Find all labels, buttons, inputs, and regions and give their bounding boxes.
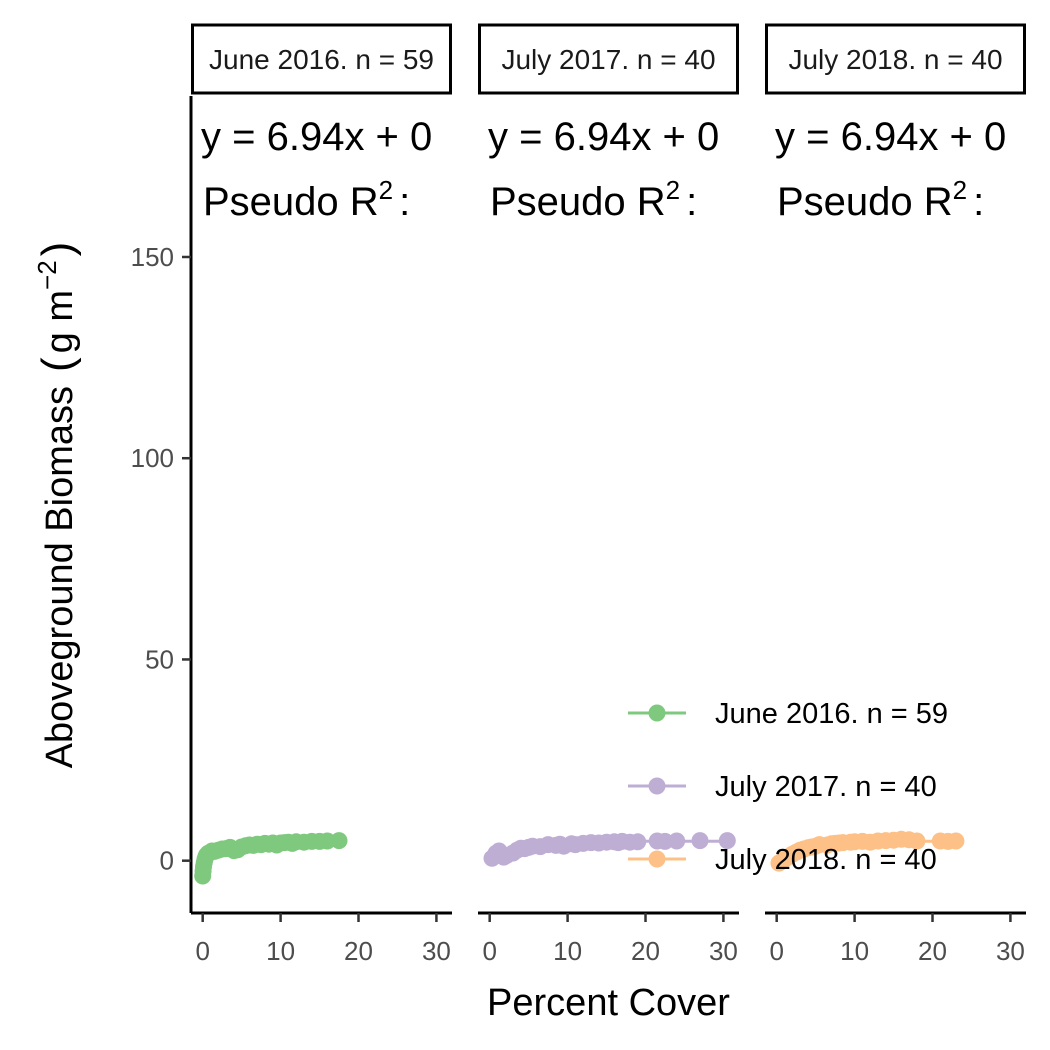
panel-content: y = 6.94x + 0 Pseudo R2: xyxy=(770,115,1006,872)
pseudo-r2-superscript: 2 xyxy=(953,175,967,205)
x-tick-label: 0 xyxy=(769,936,783,966)
pseudo-r2-superscript: 2 xyxy=(379,175,393,205)
facet-panel-1: July 2017. n = 40 y = 6.94x + 0 Pseudo R2:… xyxy=(478,23,739,966)
x-axis-title: Percent Cover xyxy=(487,982,730,1024)
regression-equation: y = 6.94x + 0 xyxy=(201,115,432,159)
data-point xyxy=(691,832,709,850)
regression-equation: y = 6.94x + 0 xyxy=(488,115,719,159)
x-tick-label: 0 xyxy=(195,936,209,966)
x-tick-label: 10 xyxy=(266,936,295,966)
x-tick-label: 0 xyxy=(482,936,496,966)
legend-key-point xyxy=(648,704,666,722)
y-tick-label: 50 xyxy=(145,644,174,674)
data-point xyxy=(330,832,348,850)
y-tick-label: 0 xyxy=(160,846,174,876)
legend-key-point xyxy=(648,850,666,868)
data-point xyxy=(908,832,926,850)
y-tick-label: 150 xyxy=(131,242,174,272)
facet-panel-2: July 2018. n = 40 y = 6.94x + 0 Pseudo R2:… xyxy=(765,23,1026,966)
legend-item: June 2016. n = 59 xyxy=(628,698,948,730)
facet-panel-0: June 2016. n = 59 y = 6.94x + 0 Pseudo R2:… xyxy=(191,23,452,966)
panel-content: y = 6.94x + 0 Pseudo R2: xyxy=(483,115,736,867)
x-tick-label: 20 xyxy=(918,936,947,966)
pseudo-r2-suffix: : xyxy=(686,180,697,224)
y-axis-title-paren-close: ) xyxy=(33,242,82,257)
pseudo-r2-prefix: Pseudo R xyxy=(777,180,953,224)
data-point xyxy=(629,833,647,851)
panel-content: y = 6.94x + 0 Pseudo R2: xyxy=(194,115,432,885)
pseudo-r2-suffix: : xyxy=(973,180,984,224)
legend-item: July 2017. n = 40 xyxy=(628,771,937,803)
y-axis-title: Aboveground Biomass ( g m−2) xyxy=(32,242,82,769)
y-tick-label: 100 xyxy=(131,443,174,473)
data-point xyxy=(668,832,686,850)
pseudo-r2-label: Pseudo R2: xyxy=(203,175,410,224)
y-axis-title-unit: g m xyxy=(39,290,81,353)
facet-strip-label: July 2018. n = 40 xyxy=(788,44,1002,75)
legend-label: June 2016. n = 59 xyxy=(715,698,948,730)
data-point xyxy=(718,832,736,850)
facet-strip xyxy=(478,23,739,95)
strip-text-group: July 2018. n = 40 xyxy=(788,44,1002,75)
x-tick-label: 30 xyxy=(709,936,738,966)
pseudo-r2-label: Pseudo R2: xyxy=(777,175,984,224)
y-axis-title-exponent: −2 xyxy=(32,260,62,290)
pseudo-r2-prefix: Pseudo R xyxy=(490,180,666,224)
x-tick-label: 30 xyxy=(422,936,451,966)
facet-strip xyxy=(191,23,452,95)
pseudo-r2-label: Pseudo R2: xyxy=(490,175,697,224)
facet-strip-label: June 2016. n = 59 xyxy=(209,44,434,75)
x-tick-label: 10 xyxy=(553,936,582,966)
y-axis-title-paren-open: ( xyxy=(33,357,82,372)
x-tick-label: 10 xyxy=(840,936,869,966)
legend-key-point xyxy=(648,777,666,795)
data-point xyxy=(947,832,965,850)
facet-strip-label: July 2017. n = 40 xyxy=(501,44,715,75)
regression-equation: y = 6.94x + 0 xyxy=(775,115,1006,159)
legend-item: July 2018. n = 40 xyxy=(628,844,937,876)
legend-label: July 2018. n = 40 xyxy=(715,844,937,876)
x-tick-label: 20 xyxy=(344,936,373,966)
legend: June 2016. n = 59 July 2017. n = 40 July 2… xyxy=(628,698,948,876)
strip-text-group: June 2016. n = 59 xyxy=(209,44,434,75)
x-tick-label: 30 xyxy=(996,936,1025,966)
pseudo-r2-suffix: : xyxy=(399,180,410,224)
pseudo-r2-superscript: 2 xyxy=(666,175,680,205)
y-axis-title-main: Aboveground Biomass xyxy=(39,386,81,768)
pseudo-r2-prefix: Pseudo R xyxy=(203,180,379,224)
legend-label: July 2017. n = 40 xyxy=(715,771,937,803)
facet-strip xyxy=(765,23,1026,95)
strip-text-group: July 2017. n = 40 xyxy=(501,44,715,75)
x-tick-label: 20 xyxy=(631,936,660,966)
